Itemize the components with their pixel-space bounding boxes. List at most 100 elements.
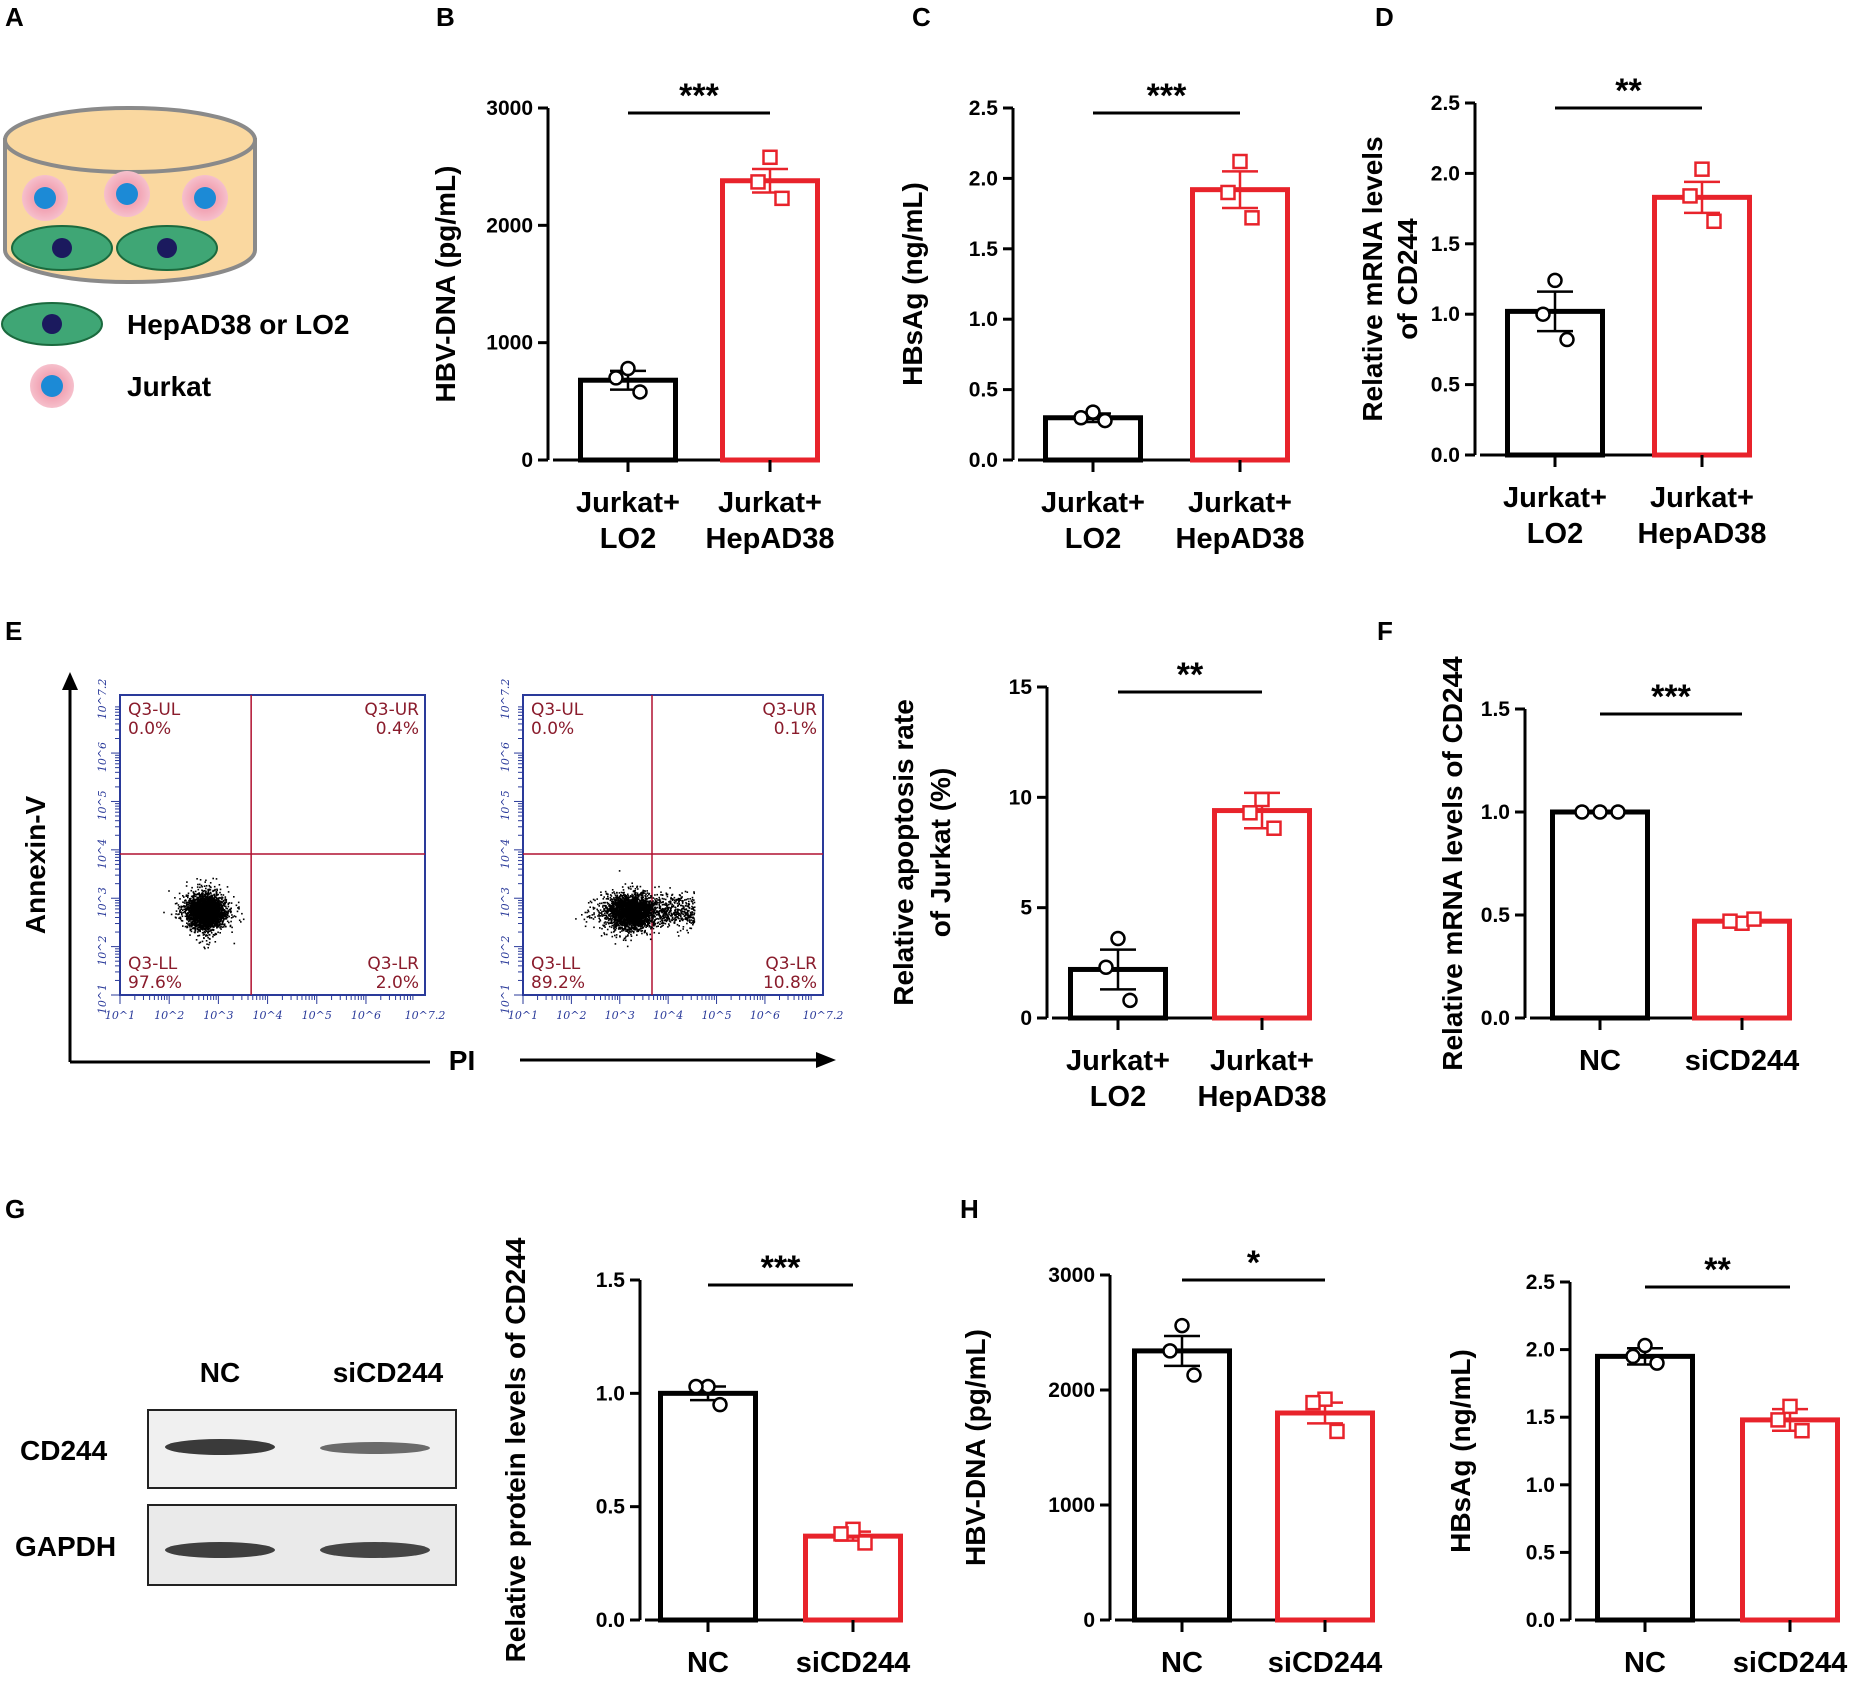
event-dot [210, 903, 213, 905]
event-dot [688, 900, 690, 903]
event-dot [204, 922, 207, 924]
event-dot [643, 902, 646, 905]
event-dot [213, 894, 216, 896]
event-dot [184, 900, 186, 902]
event-dot [670, 898, 672, 900]
event-dot [223, 904, 225, 906]
event-dot [189, 912, 192, 915]
event-dot [628, 896, 631, 899]
event-dot [629, 898, 631, 901]
event-dot [212, 917, 214, 920]
event-dot [639, 923, 641, 925]
event-dot [212, 935, 214, 938]
event-dot [196, 902, 198, 905]
event-dot [597, 909, 599, 912]
event-dot [191, 914, 194, 917]
event-dot [668, 913, 670, 916]
event-dot [218, 912, 221, 915]
event-dot [192, 919, 195, 921]
event-dot [163, 911, 165, 914]
event-dot [225, 914, 227, 917]
event-dot [683, 906, 685, 908]
event-dot [216, 907, 219, 910]
event-dot [188, 914, 191, 916]
event-dot [241, 912, 243, 915]
event-dot [230, 917, 233, 919]
event-dot [642, 889, 644, 892]
event-dot [203, 885, 206, 887]
event-dot [682, 905, 684, 907]
event-dot [221, 901, 224, 904]
event-dot [187, 906, 189, 909]
event-dot [207, 891, 210, 894]
event-dot [609, 897, 612, 899]
quadrant-name: Q3-LR [367, 954, 419, 974]
event-dot [198, 883, 201, 886]
event-dot [660, 901, 663, 904]
event-dot [179, 916, 181, 919]
event-dot [206, 896, 209, 898]
event-dot [606, 912, 609, 915]
event-dot [199, 941, 202, 944]
event-dot [687, 931, 689, 934]
event-dot [677, 917, 679, 919]
event-dot [217, 899, 220, 902]
event-dot [593, 907, 596, 909]
event-dot [216, 915, 219, 918]
event-dot [194, 903, 196, 906]
event-dot [618, 925, 620, 927]
event-dot [203, 903, 205, 906]
event-dot [217, 903, 219, 905]
event-dot [204, 947, 206, 950]
event-dot [629, 885, 632, 888]
event-dot [206, 928, 209, 931]
event-dot [659, 898, 661, 901]
event-dot [208, 937, 211, 940]
event-dot [669, 903, 672, 905]
flow-plot-frame [119, 694, 426, 996]
event-dot [668, 906, 670, 909]
event-dot [195, 904, 197, 907]
event-dot [193, 913, 196, 915]
event-dot [685, 898, 688, 901]
event-dot [677, 904, 679, 907]
event-dot [232, 916, 234, 918]
event-dot [619, 896, 621, 899]
event-dot [611, 889, 614, 891]
event-dot [205, 885, 208, 887]
event-dot [604, 901, 606, 904]
event-dot [191, 912, 193, 914]
event-dot [682, 918, 684, 921]
event-dot [208, 884, 211, 887]
event-dot [681, 896, 683, 898]
event-dot [617, 902, 620, 904]
event-dot [190, 910, 193, 913]
event-dot [627, 886, 630, 889]
event-dot [616, 894, 619, 897]
event-dot [208, 911, 210, 914]
event-dot [670, 915, 673, 917]
event-dot [220, 893, 223, 896]
event-dot [196, 910, 198, 912]
event-dot [219, 932, 221, 934]
event-dot [223, 911, 225, 913]
event-dot [227, 891, 230, 893]
event-dot [223, 901, 226, 904]
event-dot [599, 919, 602, 922]
event-dot [200, 923, 202, 925]
event-dot [688, 917, 690, 919]
event-dot [686, 919, 689, 922]
event-dot [226, 920, 229, 923]
event-dot [192, 896, 194, 898]
event-dot [209, 885, 211, 888]
event-dot [636, 928, 638, 931]
event-dot [199, 919, 201, 921]
event-dot [676, 899, 678, 901]
event-dot [216, 899, 218, 902]
event-dot [621, 913, 623, 916]
event-dot [228, 921, 230, 924]
event-dot [682, 926, 685, 928]
event-dot [623, 924, 626, 927]
event-dot [636, 886, 638, 888]
